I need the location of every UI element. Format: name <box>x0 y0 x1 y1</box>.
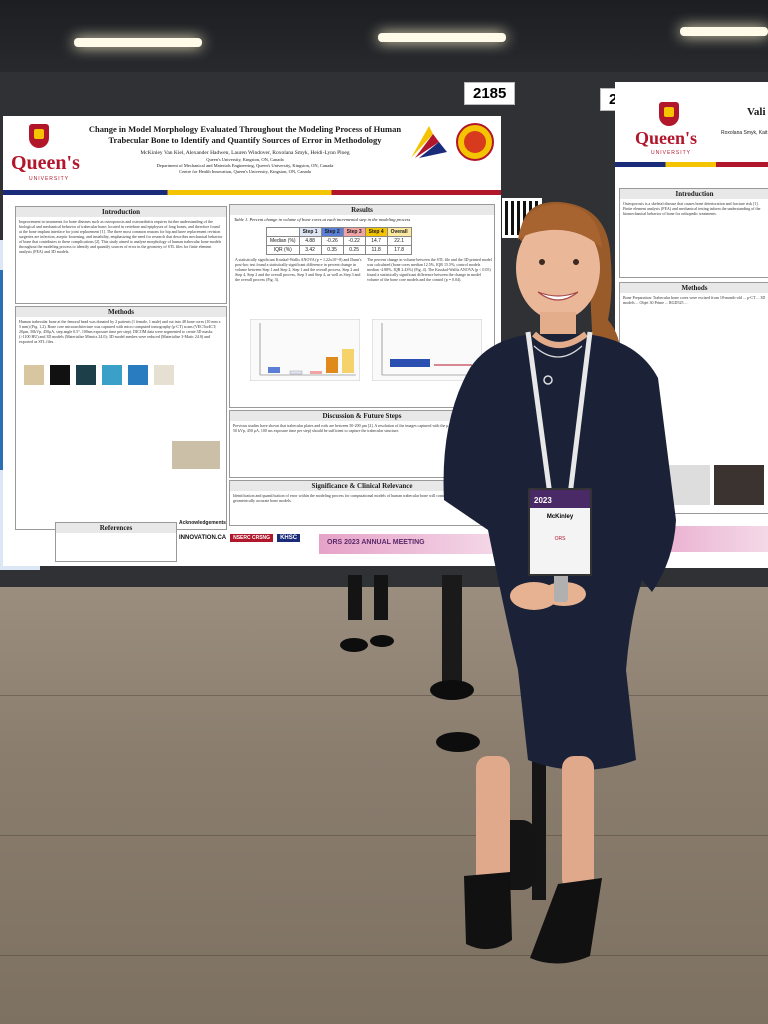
ceiling-light <box>378 33 506 42</box>
table-header: Step 4 <box>364 227 388 237</box>
acknowledgements-label: Acknowledgements <box>179 520 226 526</box>
table-header: Overall <box>386 227 412 237</box>
section-introduction: Introduction Improvement in treatments f… <box>15 206 227 304</box>
sponsor-innovation: INNOVATION.CA <box>179 535 227 541</box>
significance-text: Identification and quantification of err… <box>233 493 484 503</box>
table-cell: IQR (%) <box>266 245 300 255</box>
poster-right-authors: Roxolana Smyk, Kait <box>721 130 768 136</box>
results-figure-4 <box>372 319 482 381</box>
section-introduction: Introduction Osteoporosis is a skeletal … <box>619 188 768 278</box>
poster-main: Queen's UNIVERSITY Change in Model Morph… <box>3 116 501 566</box>
queens-crest-icon <box>29 124 49 148</box>
badge-year: 2023 <box>534 496 552 505</box>
table-header: Step 2 <box>320 227 344 237</box>
table-cell: 17.8 <box>386 245 412 255</box>
section-heading: Methods <box>16 307 226 317</box>
methods-text: Human trabecular bone at the femoral hea… <box>19 319 221 344</box>
methods-figure-strip <box>24 365 220 387</box>
sponsor-logos: INNOVATION.CA NSERC CRSNG KHSC <box>179 534 301 542</box>
section-heading: Significance & Clinical Relevance <box>230 481 494 491</box>
queens-logo-text: Queen's <box>635 128 698 148</box>
table-cell: 3.42 <box>298 245 322 255</box>
section-heading: References <box>56 523 176 533</box>
presenter <box>443 201 676 964</box>
table-cell: -0.22 <box>342 236 366 246</box>
table-header: Step 3 <box>342 227 366 237</box>
queens-logo-text: Queen's <box>11 152 80 174</box>
section-heading: Methods <box>620 283 768 293</box>
background-visitor-legs <box>340 575 480 752</box>
poster-authors: McKinley Van Kiel, Alexander Hadwen, Lau… <box>140 150 350 156</box>
table-cell: 22.1 <box>386 236 412 246</box>
methods-photo <box>714 465 764 505</box>
ceiling-light <box>680 27 768 36</box>
poster-affiliation-3: Centre for Health Innovation, Queen's Un… <box>179 169 311 174</box>
meeting-banner: ORS 2023 ANNUAL MEETING <box>319 534 501 554</box>
table-header: Step 1 <box>298 227 322 237</box>
table-header <box>266 227 300 237</box>
section-heading: Introduction <box>620 189 768 199</box>
section-methods: Methods Human trabecular bone at the fem… <box>15 306 227 530</box>
table-cell: 14.7 <box>364 236 388 246</box>
poster-affiliation-2: Department of Mechanical and Materials E… <box>156 163 334 168</box>
poster-affiliation-1: Queen's University, Kingston, ON, Canada <box>206 157 284 162</box>
table-caption: Table 1. Percent change in volume of bon… <box>234 217 411 222</box>
discussion-text: Previous studies have shown that trabecu… <box>233 423 491 433</box>
table-cell: 0.25 <box>342 245 366 255</box>
table-row: IQR (%) 3.42 0.35 0.25 11.8 17.8 <box>266 245 412 255</box>
table-cell: 11.8 <box>364 245 388 255</box>
meeting-banner-text: ORS 2023 ANNUAL MEETING <box>327 539 425 546</box>
table-row: Median (%) 4.88 -0.26 -0.22 14.7 22.1 <box>266 236 412 246</box>
section-heading: Discussion & Future Steps <box>230 411 494 421</box>
section-references: References <box>55 522 177 562</box>
floor <box>0 575 768 1024</box>
name-badge: 2023 McKinley ORS <box>528 488 592 576</box>
results-text-right: The percent change in volume between the… <box>367 257 492 282</box>
table-cell: -0.26 <box>320 236 344 246</box>
ceiling-light <box>74 38 202 47</box>
poster-right-title: Vali <box>747 106 766 118</box>
badge-event: ORS <box>554 536 566 542</box>
table-cell: Median (%) <box>266 236 300 246</box>
queens-crest-icon <box>659 102 679 126</box>
badge-header: 2023 <box>530 490 590 508</box>
methods-photo <box>172 441 220 469</box>
badge-name: McKinley <box>546 514 574 520</box>
intro-text: Osteoporosis is a skeletal disease that … <box>623 201 761 216</box>
queens-logo-sub: UNIVERSITY <box>651 150 692 156</box>
table-cell: 4.88 <box>298 236 322 246</box>
bone-joint-logo-icon <box>456 123 494 161</box>
results-text-left: A statistically significant Kruskal-Wall… <box>235 257 362 282</box>
poster-header: Queen's UNIVERSITY Change in Model Morph… <box>3 116 501 198</box>
poster-title: Change in Model Morphology Evaluated Thr… <box>88 124 402 145</box>
section-heading: Introduction <box>16 207 226 217</box>
section-results: Results Table 1. Percent change in volum… <box>229 204 495 408</box>
sponsor-nserc: NSERC CRSNG <box>230 534 274 542</box>
results-table: Step 1 Step 2 Step 3 Step 4 Overall Medi… <box>266 227 412 255</box>
results-figure-3 <box>250 319 360 381</box>
intro-text: Improvement in treatments for bone disea… <box>19 219 223 254</box>
section-heading: Results <box>230 205 494 215</box>
methods-text: Bone Preparation: Trabecular bone cores … <box>623 295 766 305</box>
sponsor-khsc: KHSC <box>277 534 301 542</box>
health-innovation-logo-icon <box>411 126 447 158</box>
board-number-left: 2185 <box>464 82 516 105</box>
table-cell: 0.35 <box>320 245 344 255</box>
queens-logo-sub: UNIVERSITY <box>29 176 70 182</box>
